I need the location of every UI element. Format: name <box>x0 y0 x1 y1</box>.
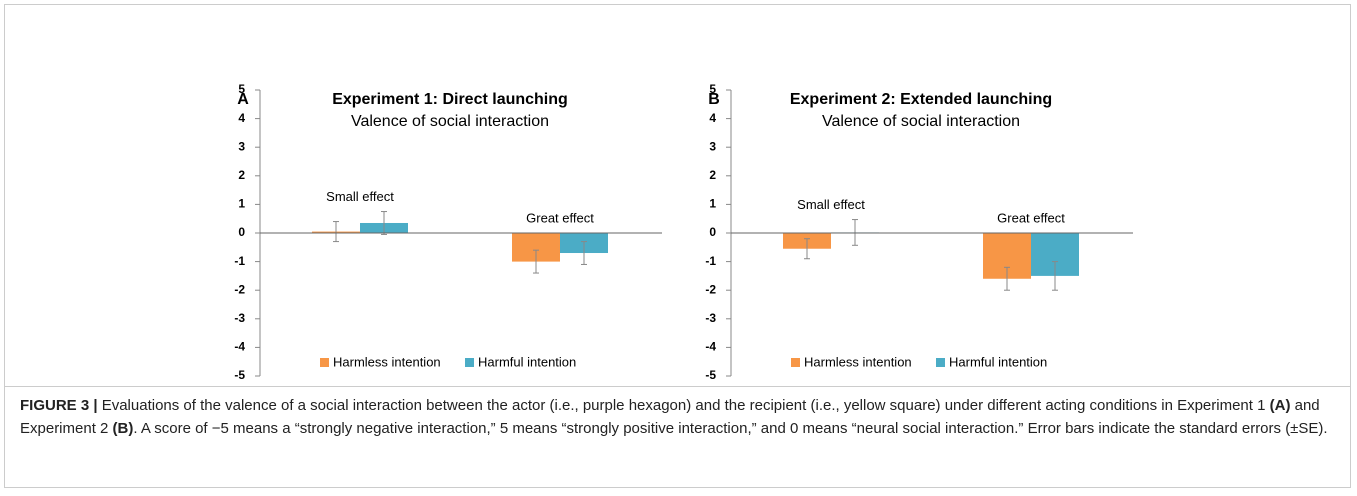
chart-title: Experiment 2: Extended launching <box>790 91 1052 108</box>
charts: A Experiment 1: Direct launching Valence o… <box>234 82 1133 382</box>
y-tick-label: 4 <box>238 111 245 125</box>
legend-label: Harmless intention <box>804 354 912 369</box>
caption-divider <box>4 386 1351 387</box>
caption-label: FIGURE 3 | <box>20 397 98 414</box>
y-tick-label: 3 <box>238 139 245 153</box>
legend-swatch <box>465 358 474 367</box>
category-label: Small effect <box>326 189 394 204</box>
legend-swatch <box>936 358 945 367</box>
caption-text: and Experiment 2 <box>20 397 1320 437</box>
caption-text: Evaluations of the valence of a social i… <box>97 397 1270 414</box>
caption-ref: (A) <box>1269 397 1291 414</box>
caption-text: . A score of −5 means a “strongly negati… <box>133 420 1328 437</box>
chart-title: Experiment 1: Direct launching <box>332 91 568 108</box>
y-tick-label: -5 <box>234 368 245 382</box>
y-tick-label: 0 <box>709 225 716 239</box>
y-tick-label: 5 <box>709 82 716 96</box>
category-label: Great effect <box>526 210 594 225</box>
panel-label: A <box>237 91 249 108</box>
y-tick-label: 2 <box>238 168 245 182</box>
figure-frame <box>4 4 1351 488</box>
y-tick-label: -1 <box>234 254 245 268</box>
legend-label: Harmful intention <box>478 354 576 369</box>
panel-label: B <box>708 91 720 108</box>
y-tick-label: -3 <box>234 311 245 325</box>
category-label: Great effect <box>997 210 1065 225</box>
y-tick-label: 5 <box>238 82 245 96</box>
chart-subtitle: Valence of social interaction <box>822 113 1020 130</box>
y-tick-label: 1 <box>709 197 716 211</box>
chart-subtitle: Valence of social interaction <box>351 113 549 130</box>
legend-swatch <box>791 358 800 367</box>
y-tick-label: -2 <box>705 282 716 296</box>
caption-ref: (B) <box>112 420 134 437</box>
legend-label: Harmful intention <box>949 354 1047 369</box>
y-tick-label: -3 <box>705 311 716 325</box>
y-tick-label: -4 <box>234 340 245 354</box>
y-tick-label: 4 <box>709 111 716 125</box>
y-tick-label: 1 <box>238 197 245 211</box>
y-tick-label: 3 <box>709 139 716 153</box>
caption: FIGURE 3 | Evaluations of the valence of… <box>20 394 1340 440</box>
legend-label: Harmless intention <box>333 354 441 369</box>
y-tick-label: -2 <box>234 282 245 296</box>
y-tick-label: -5 <box>705 368 716 382</box>
category-label: Small effect <box>797 197 865 212</box>
y-tick-label: 2 <box>709 168 716 182</box>
legend-swatch <box>320 358 329 367</box>
y-tick-label: -1 <box>705 254 716 268</box>
y-tick-label: 0 <box>238 225 245 239</box>
y-tick-label: -4 <box>705 340 716 354</box>
